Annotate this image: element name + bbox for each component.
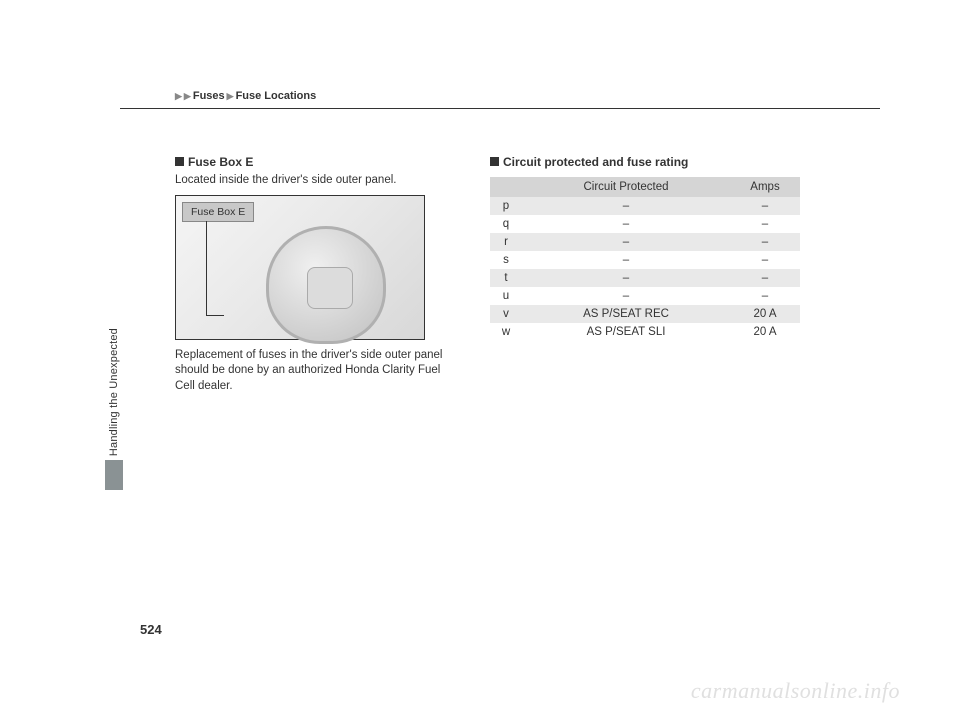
- fuse-box-diagram: Fuse Box E: [175, 195, 425, 340]
- table-cell-amps: –: [730, 269, 800, 287]
- table-cell-circuit: AS P/SEAT REC: [522, 305, 730, 323]
- table-cell-amps: 20 A: [730, 323, 800, 341]
- breadcrumb: ▶▶Fuses▶Fuse Locations: [175, 90, 316, 102]
- table-cell-amps: –: [730, 287, 800, 305]
- table-header-row: Circuit Protected Amps: [490, 177, 800, 197]
- breadcrumb-level1: Fuses: [193, 90, 225, 102]
- diagram-pointer-line: [206, 221, 207, 316]
- breadcrumb-arrow-icon: ▶: [175, 91, 182, 101]
- table-cell-circuit: –: [522, 233, 730, 251]
- fuse-box-intro: Located inside the driver's side outer p…: [175, 173, 445, 189]
- circuit-heading-text: Circuit protected and fuse rating: [503, 155, 688, 169]
- table-row: s––: [490, 251, 800, 269]
- table-cell-amps: –: [730, 197, 800, 215]
- table-cell-amps: –: [730, 215, 800, 233]
- table-cell-amps: 20 A: [730, 305, 800, 323]
- table-cell-circuit: –: [522, 287, 730, 305]
- diagram-label: Fuse Box E: [182, 202, 254, 222]
- breadcrumb-arrow-icon: ▶: [227, 91, 234, 101]
- table-cell-id: q: [490, 215, 522, 233]
- breadcrumb-arrow-icon: ▶: [184, 91, 191, 101]
- table-cell-amps: –: [730, 251, 800, 269]
- circuit-heading: Circuit protected and fuse rating: [490, 155, 800, 169]
- table-cell-amps: –: [730, 233, 800, 251]
- table-cell-id: s: [490, 251, 522, 269]
- section-side-label: Handling the Unexpected: [108, 328, 120, 456]
- table-row: t––: [490, 269, 800, 287]
- section-side-tab: [105, 460, 123, 490]
- header-rule: [120, 108, 880, 109]
- fuse-box-note: Replacement of fuses in the driver's sid…: [175, 348, 445, 395]
- table-row: r––: [490, 233, 800, 251]
- table-cell-circuit: –: [522, 251, 730, 269]
- page-number: 524: [140, 622, 162, 637]
- table-row: wAS P/SEAT SLI20 A: [490, 323, 800, 341]
- fuse-table: Circuit Protected Amps p––q––r––s––t––u–…: [490, 177, 800, 341]
- heading-square-icon: [490, 157, 499, 166]
- table-cell-circuit: –: [522, 269, 730, 287]
- table-cell-id: p: [490, 197, 522, 215]
- table-cell-id: u: [490, 287, 522, 305]
- fuse-box-heading: Fuse Box E: [175, 155, 445, 169]
- table-cell-circuit: AS P/SEAT SLI: [522, 323, 730, 341]
- table-cell-id: r: [490, 233, 522, 251]
- table-header-circuit: Circuit Protected: [522, 177, 730, 197]
- table-cell-id: v: [490, 305, 522, 323]
- breadcrumb-level2: Fuse Locations: [236, 90, 317, 102]
- table-header-blank: [490, 177, 522, 197]
- table-cell-id: w: [490, 323, 522, 341]
- table-row: q––: [490, 215, 800, 233]
- table-cell-id: t: [490, 269, 522, 287]
- heading-square-icon: [175, 157, 184, 166]
- table-row: p––: [490, 197, 800, 215]
- table-row: u––: [490, 287, 800, 305]
- table-header-amps: Amps: [730, 177, 800, 197]
- steering-wheel-graphic: [266, 226, 386, 344]
- fuse-box-heading-text: Fuse Box E: [188, 155, 253, 169]
- table-cell-circuit: –: [522, 197, 730, 215]
- left-column: Fuse Box E Located inside the driver's s…: [175, 155, 445, 400]
- table-row: vAS P/SEAT REC20 A: [490, 305, 800, 323]
- right-column: Circuit protected and fuse rating Circui…: [490, 155, 800, 341]
- table-cell-circuit: –: [522, 215, 730, 233]
- watermark: carmanualsonline.info: [691, 678, 900, 704]
